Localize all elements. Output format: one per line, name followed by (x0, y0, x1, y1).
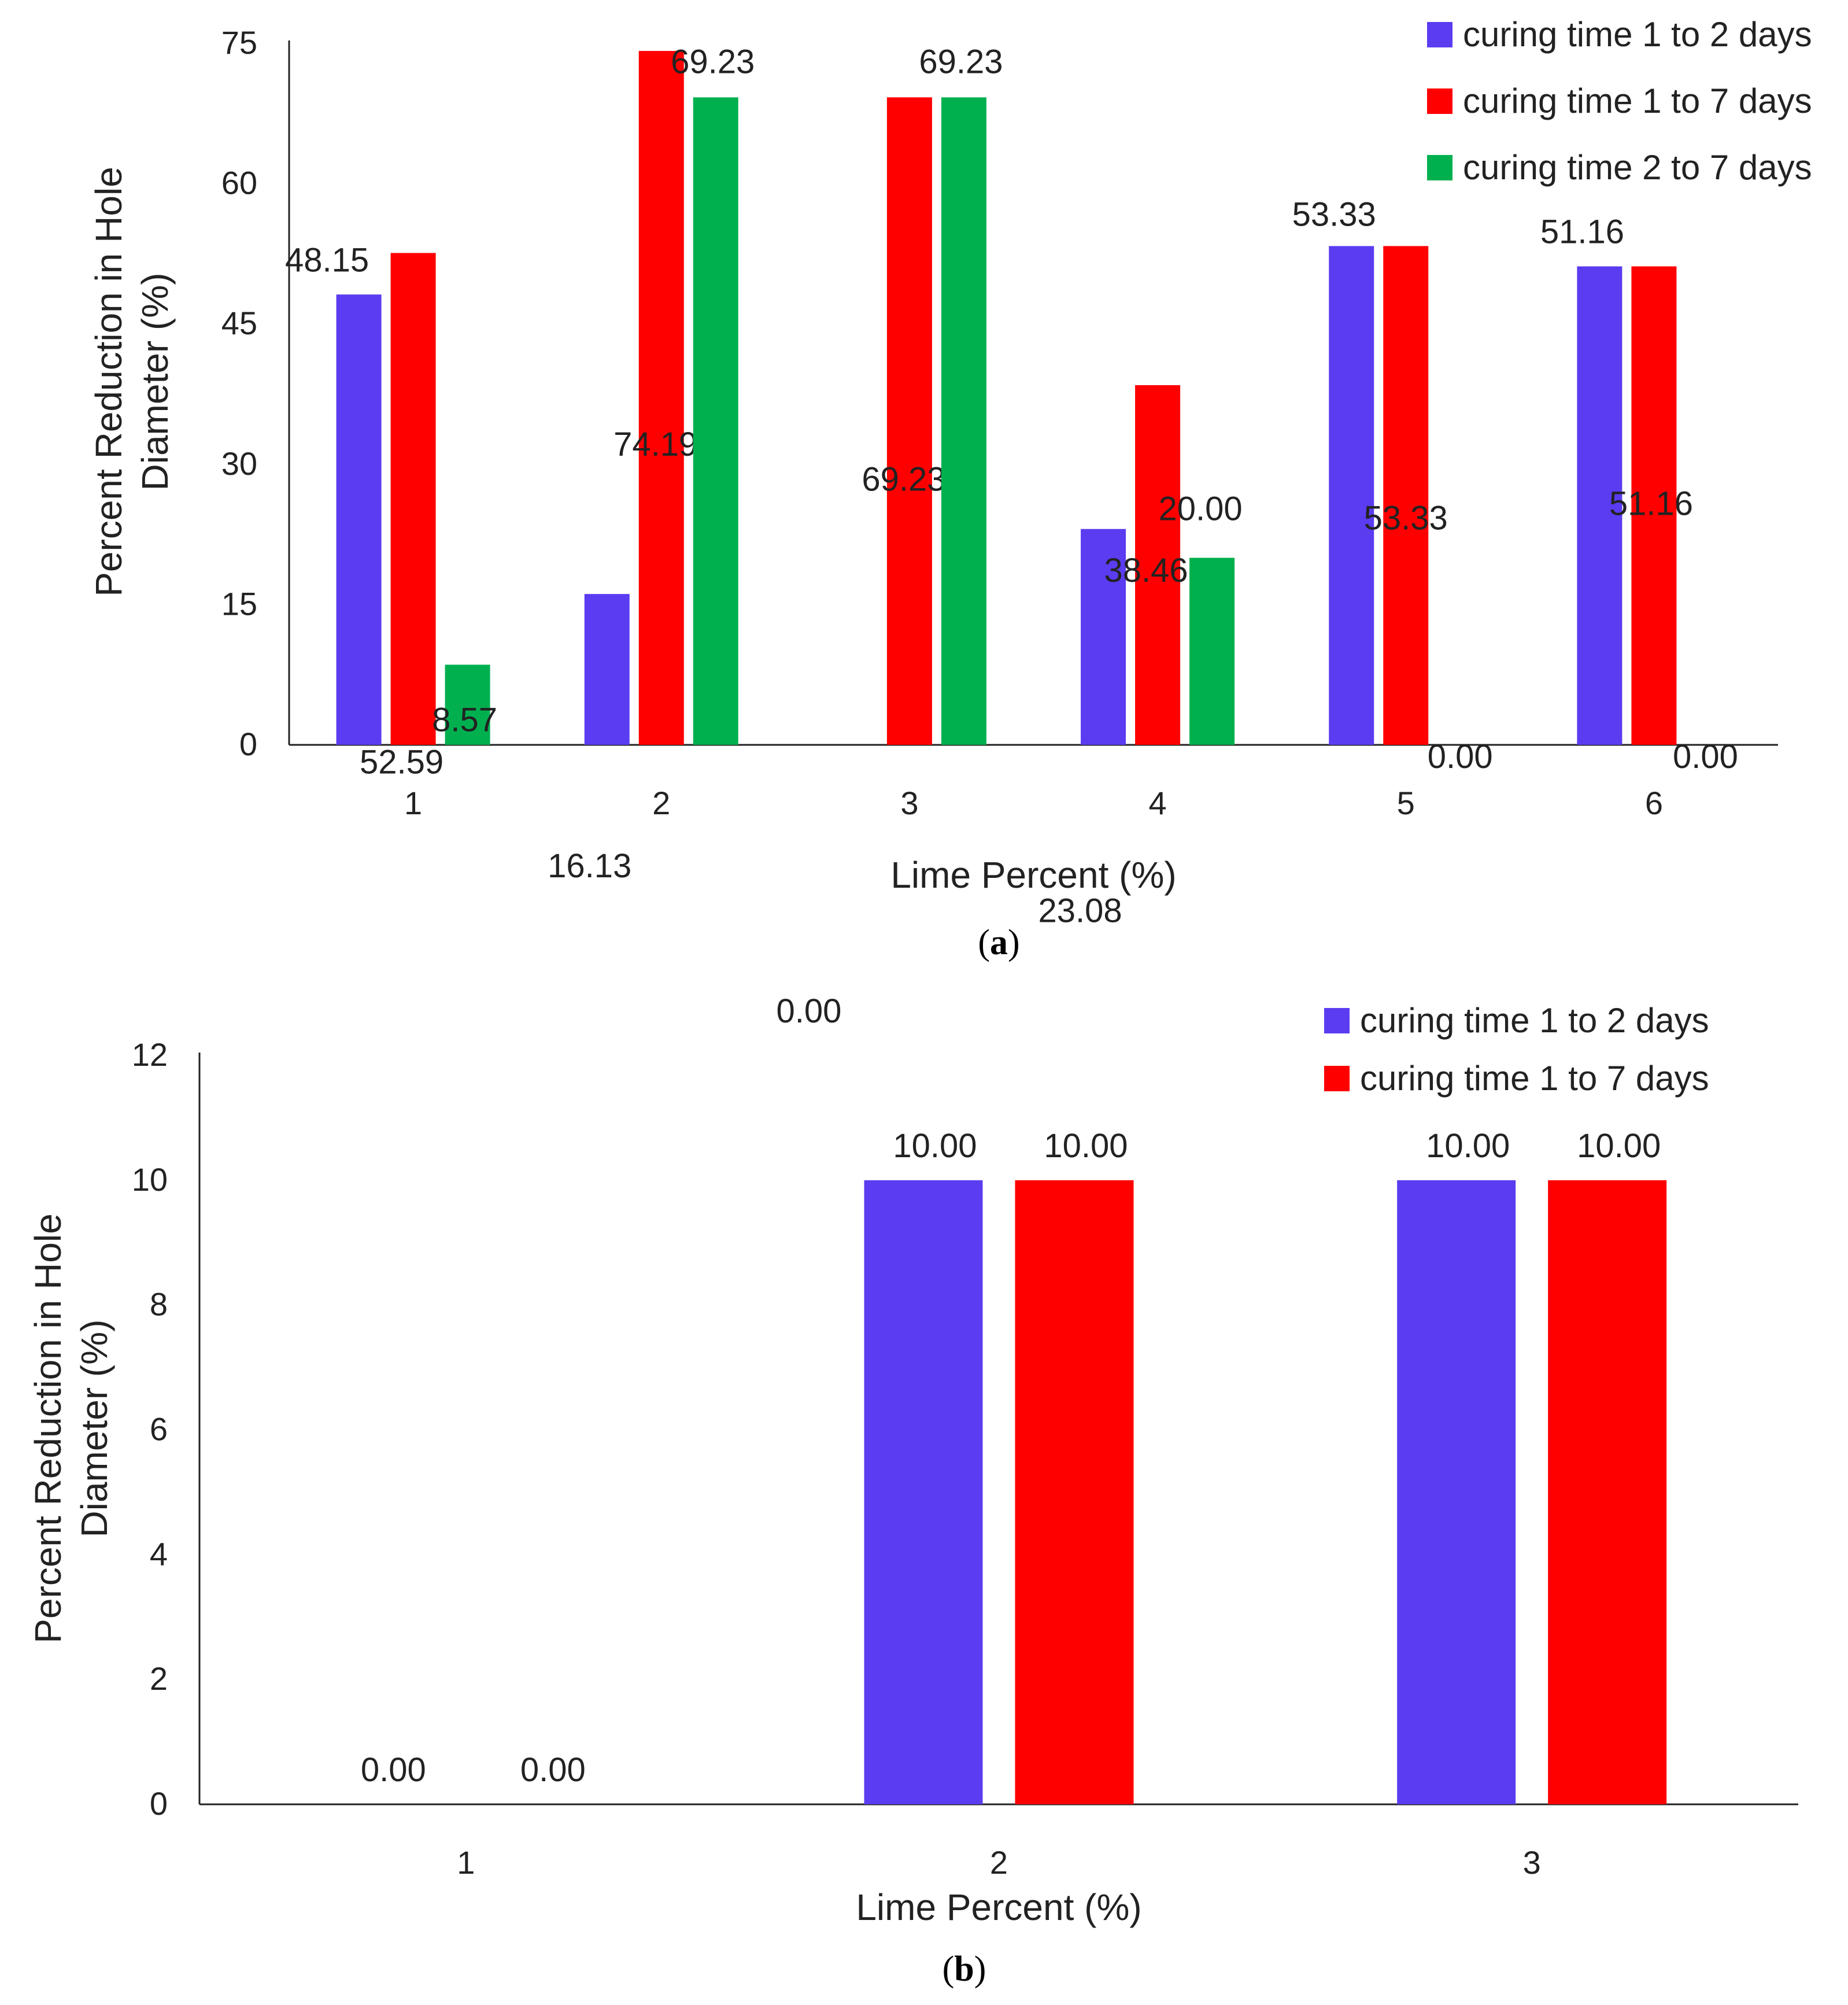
x-tick-label: 3 (900, 785, 918, 821)
caption-close-paren: ) (1008, 923, 1020, 962)
y-tick-label: 45 (221, 305, 257, 341)
bar (886, 97, 932, 745)
bar (1631, 266, 1677, 745)
data-label: 0.00 (1428, 738, 1493, 776)
data-label: 23.08 (1038, 892, 1122, 930)
caption-open-paren: ( (943, 1949, 955, 1989)
legend-label: curing time 1 to 2 days (1463, 15, 1812, 54)
y-tick-label: 12 (132, 1036, 168, 1073)
bar (336, 294, 382, 745)
data-label: 69.23 (671, 43, 755, 80)
data-label: 69.23 (862, 460, 945, 498)
bar (1189, 557, 1235, 745)
x-tick-label: 2 (990, 1844, 1008, 1881)
bar (864, 1180, 983, 1804)
y-axis-title-line2: Diameter (%) (134, 273, 176, 491)
bar (1135, 385, 1181, 745)
x-axis-title: Lime Percent (%) (890, 854, 1176, 896)
y-tick-label: 0 (150, 1785, 168, 1822)
legend-label: curing time 1 to 7 days (1463, 82, 1812, 120)
x-tick-label: 3 (1523, 1844, 1541, 1881)
caption-close-paren: ) (974, 1949, 986, 1989)
x-tick-label: 1 (404, 785, 422, 821)
legend-swatch (1324, 1008, 1350, 1033)
data-label: 69.23 (919, 43, 1003, 80)
x-tick-label: 4 (1149, 785, 1167, 821)
bar (941, 97, 986, 745)
bar (1329, 246, 1374, 745)
data-label: 38.46 (1104, 552, 1188, 589)
data-label: 10.00 (1577, 1127, 1661, 1165)
y-axis-title-line1: Percent Reduction in Hole (88, 167, 130, 597)
caption-letter: b (954, 1949, 974, 1989)
legend-label: curing time 2 to 7 days (1463, 148, 1812, 187)
data-label: 53.33 (1292, 195, 1376, 233)
data-label: 0.00 (776, 992, 841, 1030)
x-axis-title: Lime Percent (%) (856, 1886, 1141, 1928)
bar (1548, 1180, 1667, 1804)
bar (638, 51, 684, 745)
x-tick-label: 2 (652, 785, 670, 821)
legend-swatch (1427, 88, 1452, 114)
data-label: 51.16 (1540, 213, 1624, 251)
chart-panel-a: 01530456075148.1552.598.57216.1374.1969.… (88, 15, 1812, 1030)
figure-caption: (b) (943, 1949, 986, 1989)
bar (390, 253, 436, 745)
bar (693, 97, 738, 745)
figure-caption: (a) (978, 923, 1019, 962)
data-label: 51.16 (1609, 485, 1693, 523)
x-tick-label: 6 (1645, 785, 1663, 821)
legend-label: curing time 1 to 7 days (1360, 1059, 1709, 1098)
data-label: 8.57 (432, 701, 497, 739)
y-tick-label: 10 (132, 1161, 168, 1198)
y-tick-label: 2 (150, 1660, 168, 1697)
y-tick-label: 60 (221, 165, 257, 201)
y-tick-label: 6 (150, 1411, 168, 1448)
data-label: 10.00 (1044, 1127, 1128, 1165)
data-label: 10.00 (893, 1127, 977, 1165)
legend-label: curing time 1 to 2 days (1360, 1001, 1709, 1040)
caption-letter: a (990, 923, 1008, 962)
caption-open-paren: ( (978, 923, 990, 962)
legend-swatch (1427, 155, 1452, 180)
bar (445, 664, 490, 745)
data-label: 0.00 (1673, 738, 1738, 776)
y-axis-title-line2: Diameter (%) (73, 1320, 115, 1538)
y-tick-label: 8 (150, 1286, 168, 1323)
y-tick-label: 30 (221, 445, 257, 482)
y-tick-label: 0 (239, 726, 257, 762)
data-label: 0.00 (520, 1751, 586, 1789)
data-label: 20.00 (1159, 490, 1243, 528)
bar (1577, 266, 1622, 745)
bar (1383, 246, 1429, 745)
bar (1081, 529, 1126, 745)
data-label: 74.19 (613, 426, 697, 463)
bar (1397, 1180, 1516, 1804)
x-tick-label: 5 (1397, 785, 1415, 821)
y-tick-label: 4 (150, 1535, 168, 1572)
legend-swatch (1324, 1066, 1350, 1091)
data-label: 16.13 (548, 847, 631, 885)
data-label: 53.33 (1364, 499, 1448, 537)
bar (1015, 1180, 1134, 1804)
bar (584, 594, 630, 745)
data-label: 48.15 (285, 241, 369, 279)
y-axis-title-line1: Percent Reduction in Hole (27, 1213, 69, 1644)
data-label: 0.00 (361, 1751, 426, 1789)
legend-swatch (1427, 22, 1452, 47)
y-tick-label: 75 (221, 24, 257, 61)
y-tick-label: 15 (221, 585, 257, 622)
data-label: 10.00 (1426, 1127, 1510, 1165)
x-tick-label: 1 (457, 1844, 475, 1881)
data-label: 52.59 (360, 743, 443, 781)
